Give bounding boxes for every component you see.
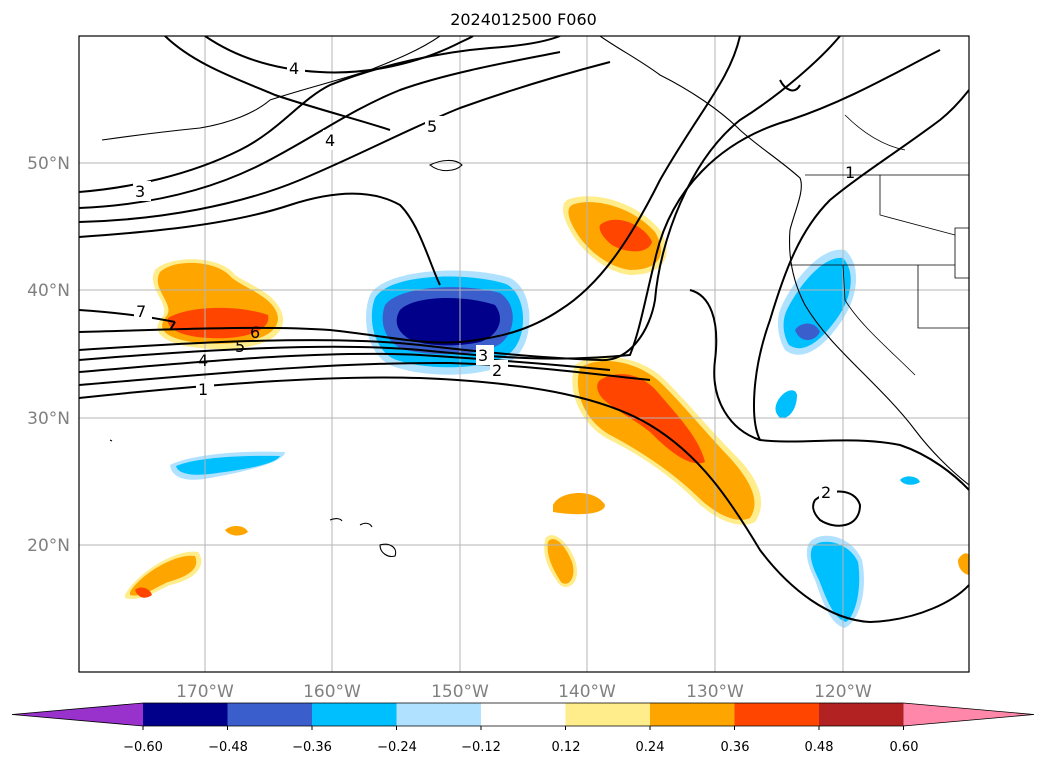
colorbar-tick-label: −0.12 [461,740,501,755]
political-borders [790,114,969,376]
colorbar-segment [819,703,904,726]
lat-label: 20°N [27,536,70,556]
contour-label: 4 [198,351,208,370]
positive-anomaly-small-regions [125,492,969,599]
colorbar-segments [11,702,1035,727]
contour-label: 2 [492,361,502,380]
colorbar-segment [143,703,228,726]
colorbar-ticks [142,726,904,730]
coastlines [101,36,969,557]
contour-label: 4 [289,59,299,78]
contour-label: 3 [478,346,488,365]
colorbar-tick-label: 0.60 [890,740,919,755]
lon-label: 150°W [431,682,489,702]
contour-label: 3 [135,182,145,201]
contour-label: 1 [198,380,208,399]
colorbar-tick-label: −0.24 [377,740,417,755]
contour-lines [79,36,969,624]
contour-label: 5 [235,337,245,356]
lon-label: 170°W [176,682,234,702]
latitude-labels: 50°N 40°N 30°N 20°N [27,154,70,556]
lon-label: 120°W [814,682,872,702]
contour-label: 7 [136,302,146,321]
colorbar-segment [227,703,312,726]
colorbar-segment [565,703,650,726]
map-title: 2024012500 F060 [450,10,597,29]
negative-anomaly-region-central [366,270,530,375]
colorbar-tick-label: 0.24 [636,740,665,755]
colorbar-segment [396,703,481,726]
longitude-labels: 170°W 160°W 150°W 140°W 130°W 120°W [176,682,872,702]
colorbar-segment [734,703,819,726]
contour-label: 2 [821,483,831,502]
lat-label: 30°N [27,409,70,429]
colorbar-segment [312,703,397,726]
colorbar-tick-label: 0.12 [552,740,581,755]
colorbar-tick-label: −0.36 [292,740,332,755]
colorbar-segment [903,703,1034,726]
colorbar-tick-label: 0.48 [805,740,834,755]
colorbar-segment [481,703,566,726]
lon-label: 160°W [303,682,361,702]
colorbar-tick-label: −0.60 [123,740,163,755]
positive-anomaly-region-west [152,259,284,350]
colorbar-tick-label: −0.48 [208,740,248,755]
plot-frame [78,35,970,673]
colorbar-segment [12,703,143,726]
contour-label: 5 [427,117,437,136]
colorbar: −0.60 −0.48 −0.36 −0.24 −0.12 0.12 0.24 … [11,702,1035,755]
contour-label: 4 [325,131,335,150]
lat-label: 50°N [27,154,70,174]
contour-label: 6 [250,323,260,342]
colorbar-segment [650,703,735,726]
contour-label: 1 [845,163,855,182]
colorbar-tick-label: 0.36 [721,740,750,755]
lon-label: 140°W [558,682,616,702]
negative-anomaly-small-regions [170,249,920,628]
contour-label-group: 4 4 5 3 7 6 5 4 1 3 2 1 2 [133,58,855,502]
lon-label: 130°W [686,682,744,702]
lat-label: 40°N [27,281,70,301]
